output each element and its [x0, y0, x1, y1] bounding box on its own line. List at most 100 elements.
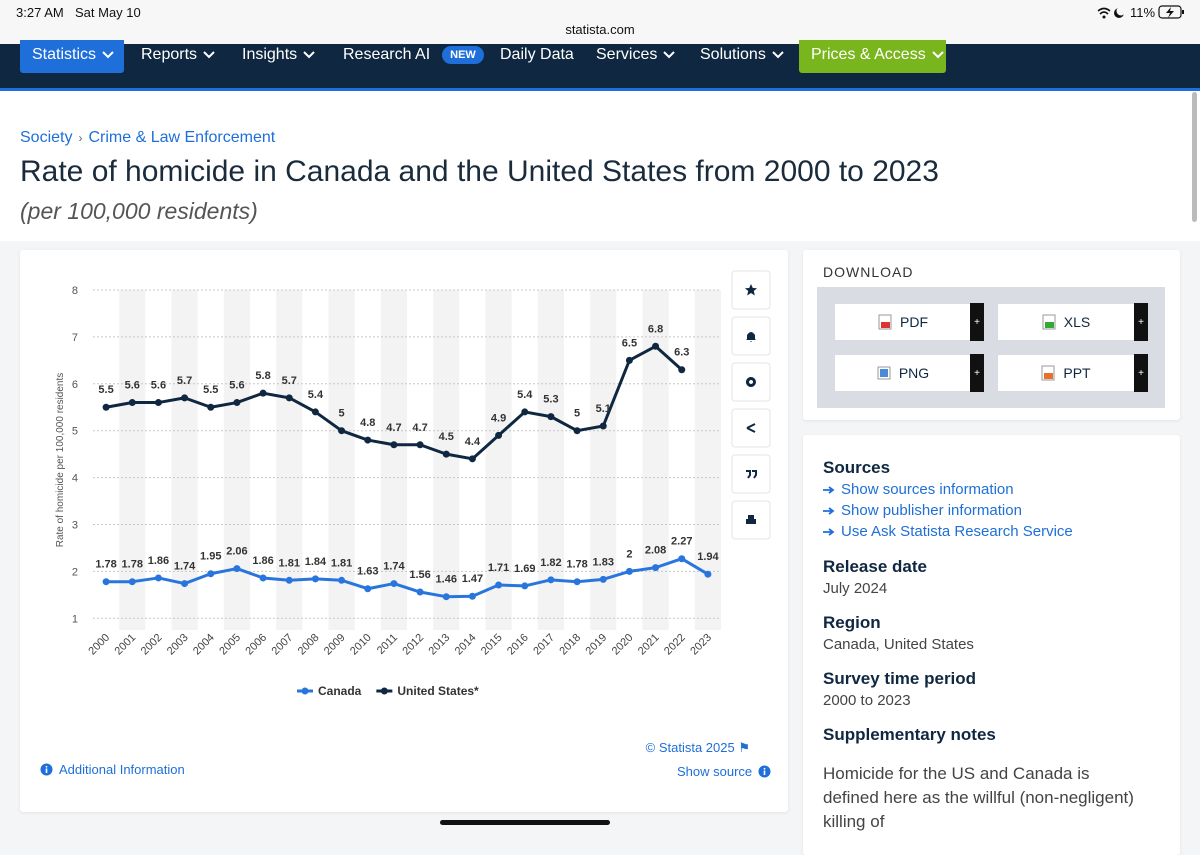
data-point [128, 399, 136, 407]
data-label: 5.7 [282, 375, 297, 387]
tool-button[interactable] [731, 270, 771, 310]
arrow-icon [823, 527, 835, 536]
tool-button[interactable] [731, 454, 771, 494]
column-band [119, 290, 146, 630]
data-point [416, 441, 424, 449]
tool-button-bg [731, 408, 771, 448]
data-point [547, 576, 555, 584]
data-label: 2 [626, 548, 632, 560]
data-label: 4.8 [360, 417, 375, 429]
page: {"status_bar": {"time": "3:27 AM", "date… [0, 5, 1200, 855]
data-point [416, 588, 424, 596]
source-link[interactable]: Show sources information [823, 481, 1014, 498]
data-label: 1.56 [409, 569, 430, 581]
source-link[interactable]: Use Ask Statista Research Service [823, 523, 1073, 540]
data-point [311, 575, 319, 583]
data-label: 6.3 [674, 347, 689, 359]
data-label: 4.7 [386, 422, 401, 434]
legend-label: Canada [318, 684, 362, 698]
x-tick-label: 2004 [191, 632, 217, 658]
additional-info[interactable]: Additional Information [40, 762, 185, 777]
notes-heading: Supplementary notes [823, 725, 996, 744]
copyright[interactable]: © Statista 2025 ⚑ [645, 740, 750, 755]
download-button[interactable]: PNG [834, 354, 972, 392]
data-label: 6.5 [622, 337, 637, 349]
download-card: DOWNLOAD PDF + XLS + PNG + PPT + [803, 250, 1180, 420]
y-tick-label: 2 [72, 566, 78, 578]
tool-button[interactable] [731, 408, 771, 448]
column-band [642, 290, 669, 630]
header-area: Society › Crime & Law Enforcement Rate of … [0, 91, 1200, 241]
nav-item[interactable]: Solutions [700, 46, 784, 64]
nav-item[interactable]: Insights [242, 46, 315, 64]
data-point [181, 580, 189, 588]
data-point [338, 576, 346, 584]
download-button[interactable]: PPT [997, 354, 1135, 392]
data-label: 5 [339, 408, 345, 420]
show-source[interactable]: Show source [677, 764, 771, 779]
tool-button[interactable] [731, 500, 771, 540]
plus-button[interactable]: + [970, 303, 984, 341]
column-band [485, 290, 512, 630]
data-point [285, 576, 293, 584]
page-title: Rate of homicide in Canada and the Unite… [20, 155, 939, 188]
y-tick-label: 8 [72, 285, 78, 297]
nav-item[interactable]: Prices & Access [811, 46, 944, 64]
nav-item[interactable]: Daily Data [500, 46, 574, 64]
arrow-icon [823, 485, 835, 494]
chart-card: 1 2 3 4 5 6 7 8 Rate of homicide per 100,000 res… [20, 250, 788, 812]
nav-item[interactable]: Research AI NEW [343, 46, 484, 64]
plus-button[interactable]: + [970, 354, 984, 392]
chevron [663, 51, 676, 59]
data-label: 2.27 [671, 536, 692, 548]
data-point [704, 570, 712, 578]
data-label: 1.84 [305, 556, 327, 568]
nav-label: Statistics [32, 46, 97, 63]
chart: 1 2 3 4 5 6 7 8 Rate of homicide per 100,000 res… [55, 270, 771, 698]
chevron [102, 51, 114, 59]
download-button[interactable]: XLS [997, 303, 1135, 341]
breadcrumb-link[interactable]: Crime & Law Enforcement [88, 129, 276, 146]
data-label: 1.86 [252, 555, 273, 567]
x-tick-label: 2000 [86, 632, 112, 658]
tool-button[interactable] [731, 362, 771, 402]
x-tick-label: 2016 [505, 632, 531, 658]
breadcrumb-link[interactable]: Society [20, 129, 73, 146]
chevron [203, 51, 215, 59]
data-label: 5.5 [98, 384, 113, 396]
page-subtitle: (per 100,000 residents) [20, 198, 258, 224]
info-icon [40, 763, 53, 776]
column-band [171, 290, 198, 630]
data-point [625, 356, 633, 364]
nav-item[interactable]: Services [596, 46, 676, 64]
data-point [207, 403, 215, 411]
download-button[interactable]: PDF [834, 303, 972, 341]
data-point [285, 394, 293, 402]
data-point [154, 574, 162, 582]
nav-item[interactable]: Statistics [32, 46, 114, 64]
data-point [390, 441, 398, 449]
file-icon [1042, 314, 1056, 330]
notes: Homicide for the US and Canada is define… [823, 764, 1134, 831]
nav-item[interactable]: Reports [141, 46, 215, 64]
data-label: 4.5 [439, 431, 454, 443]
chevron [931, 51, 944, 59]
url[interactable]: statista.com [565, 22, 635, 37]
plus-button[interactable]: + [1134, 354, 1148, 392]
source-link[interactable]: Show publisher information [823, 502, 1022, 519]
region-heading: Region [823, 613, 881, 632]
legend-marker [301, 687, 309, 695]
plus-button[interactable]: + [1134, 303, 1148, 341]
nav-label: Services [596, 46, 658, 63]
x-tick-label: 2017 [531, 632, 557, 658]
x-tick-label: 2008 [296, 632, 322, 658]
x-tick-label: 2021 [636, 632, 662, 658]
data-point [573, 427, 581, 435]
data-label: 1.95 [200, 551, 221, 563]
series-line [106, 557, 709, 599]
x-tick-label: 2022 [662, 632, 688, 658]
data-point [233, 565, 241, 573]
tool-button[interactable] [731, 316, 771, 356]
data-label: 1.78 [95, 559, 116, 571]
data-label: 5.1 [596, 403, 611, 415]
